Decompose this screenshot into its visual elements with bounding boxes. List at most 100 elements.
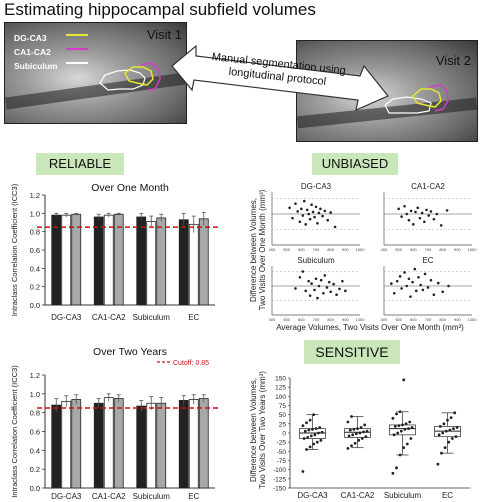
box-point [308, 418, 312, 422]
box-point [352, 427, 356, 431]
box-point [391, 416, 395, 420]
scatter-xtick-label: 700 [425, 317, 432, 322]
scatter-point [296, 210, 299, 213]
box-point [410, 426, 414, 429]
bar-chart-1-category-label: EC [188, 313, 199, 322]
scatter-point [319, 207, 322, 211]
box-point [346, 420, 350, 424]
scatter-xtick-label: 900 [454, 317, 461, 322]
box-point [450, 437, 454, 440]
bar-subiculum [156, 217, 167, 306]
scatter-point [323, 209, 327, 213]
scatter-point [323, 274, 327, 277]
scatter-point [305, 208, 309, 212]
scatter-point [447, 284, 450, 288]
box-point [319, 438, 323, 442]
bar-dg-ca3 [61, 400, 72, 489]
scatter-xtick-label: 400 [381, 247, 388, 252]
legend-swatch-ca1-ca2 [66, 48, 88, 50]
scatter-point [335, 293, 338, 297]
scatter-point [395, 279, 399, 283]
scatter-point [409, 209, 413, 213]
scatter-xtick-label: 800 [439, 247, 446, 252]
scatter-point [412, 223, 415, 226]
scatter-xtick-label: 400 [269, 247, 276, 252]
box-point [312, 442, 316, 446]
scatter-point [403, 204, 406, 208]
box-ylabel-line2: Two Visits Over Two Years (mm³) [258, 371, 267, 489]
unbiased-tag: UNBIASED [312, 153, 398, 175]
scatter-point [423, 272, 427, 276]
box-point [303, 429, 307, 433]
scatter-point [301, 270, 305, 273]
box-point [350, 444, 353, 448]
scatter-panel-title: EC [422, 256, 433, 265]
bar-chart-1-ytick-label: 1.0 [30, 209, 40, 218]
box-point [305, 448, 308, 451]
scatter-point [304, 289, 308, 293]
legend-item-subiculum: Subiculum [14, 56, 94, 71]
scatter-point [329, 211, 332, 214]
scatter-xtick-label: 800 [327, 317, 334, 322]
bar-dg-ca3 [51, 214, 62, 306]
bar-subiculum [146, 221, 157, 306]
box-point [395, 412, 398, 416]
scatter-xtick-label: 800 [327, 247, 334, 252]
scatter-point [390, 282, 393, 285]
sensitive-tag: SENSITIVE [304, 340, 400, 364]
bar-ca1-ca2 [93, 216, 104, 306]
scatter-point [400, 287, 403, 290]
bar-ec [188, 223, 199, 306]
page-title: Estimating hippocampal subfield volumes [4, 0, 316, 19]
box-point [354, 432, 358, 436]
cutoff-legend-label: Cutoff: 0.85 [173, 360, 209, 367]
scatter-xtick-label: 500 [283, 317, 290, 322]
bar-chart-1-ytick-label: 0.4 [30, 264, 40, 273]
box-point [399, 429, 403, 433]
box-point [449, 416, 453, 419]
scatter-point [333, 225, 337, 229]
double-arrow [171, 44, 389, 112]
box-point [360, 437, 364, 440]
scatter-point [308, 294, 312, 297]
bar-chart-2-ytick-label: 0.0 [30, 484, 40, 493]
box-ytick-label: -25 [277, 440, 287, 447]
box-category-label: EC [442, 491, 453, 500]
box-point [363, 423, 367, 427]
box-point [301, 424, 305, 428]
bar-chart-2-ytick-label: 0.4 [30, 446, 40, 455]
scatter-point [326, 218, 330, 222]
scatter-point [316, 222, 319, 225]
bar-chart-2-ytick-label: 0.8 [30, 409, 40, 418]
bar-chart-2-title: Over Two Years [93, 346, 167, 358]
box-point [448, 428, 452, 432]
scatter-point [344, 289, 347, 293]
scatter-xtick-label: 900 [342, 247, 349, 252]
visit1-segmentation [99, 62, 161, 91]
box-point [358, 431, 362, 435]
scatter-point [392, 291, 396, 295]
scatter-xtick-label: 800 [439, 317, 446, 322]
bar-dg-ca3 [61, 214, 72, 306]
scatter-point [307, 279, 310, 283]
box-ytick-label: 50 [279, 412, 287, 419]
scatter-point [439, 224, 443, 227]
scatter-point [421, 288, 425, 292]
bar-chart-2-ytick-label: 1.2 [30, 371, 40, 380]
bar-ca1-ca2 [103, 214, 114, 306]
box-point [441, 431, 445, 435]
scatter-point [313, 215, 316, 219]
visit2-label: Visit 2 [435, 53, 471, 68]
bar-chart-2-category-label: Subiculum [133, 492, 171, 501]
scatter-point [300, 207, 303, 211]
box-point [391, 471, 395, 475]
bar-ec [198, 218, 209, 306]
scatter-point [319, 278, 323, 282]
box-point [409, 437, 413, 440]
box-category-label: DG-CA3 [297, 491, 328, 500]
bar-subiculum [136, 405, 147, 489]
scatter-xtick-label: 500 [395, 247, 402, 252]
scatter-point [420, 211, 424, 215]
scatter-point [308, 217, 312, 221]
scatter-point [310, 203, 313, 206]
